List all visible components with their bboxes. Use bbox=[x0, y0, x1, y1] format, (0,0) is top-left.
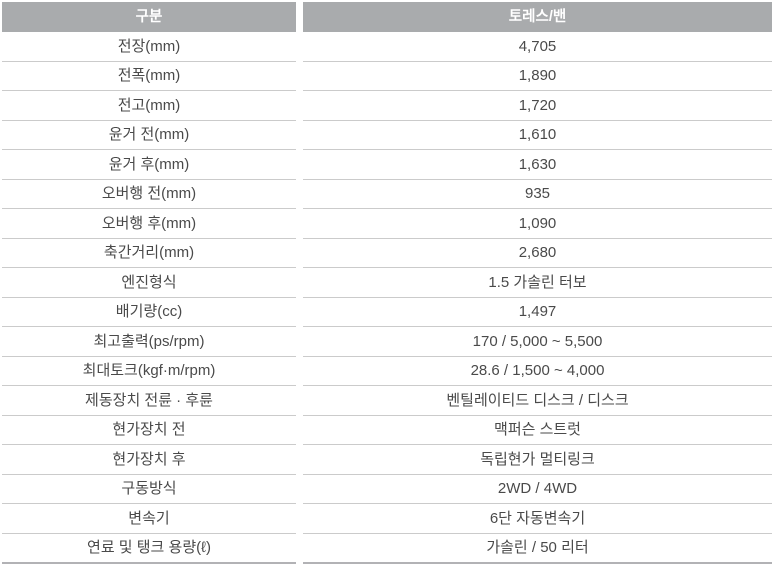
spec-label: 오버행 후(mm) bbox=[2, 209, 296, 239]
table-row: 엔진형식 1.5 가솔린 터보 bbox=[2, 268, 772, 298]
spec-value: 1,720 bbox=[303, 91, 772, 121]
spec-label: 전장(mm) bbox=[2, 32, 296, 62]
table-row: 구동방식 2WD / 4WD bbox=[2, 474, 772, 504]
spec-value: 6단 자동변속기 bbox=[303, 504, 772, 534]
spec-value: 170 / 5,000 ~ 5,500 bbox=[303, 327, 772, 357]
header-model: 토레스/밴 bbox=[303, 2, 772, 32]
table-row: 오버행 전(mm) 935 bbox=[2, 179, 772, 209]
spec-value: 4,705 bbox=[303, 32, 772, 62]
spec-label: 최고출력(ps/rpm) bbox=[2, 327, 296, 357]
spec-value: 935 bbox=[303, 179, 772, 209]
table-row: 제동장치 전륜 · 후륜 벤틸레이티드 디스크 / 디스크 bbox=[2, 386, 772, 416]
table-body: 전장(mm) 4,705 전폭(mm) 1,890 전고(mm) 1,720 윤거 전(mm… bbox=[2, 32, 772, 564]
spec-value: 독립현가 멀티링크 bbox=[303, 445, 772, 475]
spec-value: 벤틸레이티드 디스크 / 디스크 bbox=[303, 386, 772, 416]
spec-label: 축간거리(mm) bbox=[2, 238, 296, 268]
table-row: 배기량(cc) 1,497 bbox=[2, 297, 772, 327]
spec-label: 현가장치 전 bbox=[2, 415, 296, 445]
table-row: 전폭(mm) 1,890 bbox=[2, 61, 772, 91]
spec-label: 배기량(cc) bbox=[2, 297, 296, 327]
spec-value: 2WD / 4WD bbox=[303, 474, 772, 504]
spec-label: 윤거 전(mm) bbox=[2, 120, 296, 150]
table-row: 최고출력(ps/rpm) 170 / 5,000 ~ 5,500 bbox=[2, 327, 772, 357]
spec-label: 최대토크(kgf·m/rpm) bbox=[2, 356, 296, 386]
header-category: 구분 bbox=[2, 2, 296, 32]
spec-label: 현가장치 후 bbox=[2, 445, 296, 475]
spec-label: 전고(mm) bbox=[2, 91, 296, 121]
table-row: 변속기 6단 자동변속기 bbox=[2, 504, 772, 534]
spec-label: 오버행 전(mm) bbox=[2, 179, 296, 209]
table-row: 전고(mm) 1,720 bbox=[2, 91, 772, 121]
spec-value: 1,630 bbox=[303, 150, 772, 180]
table-row: 현가장치 후 독립현가 멀티링크 bbox=[2, 445, 772, 475]
table-header-row: 구분 토레스/밴 bbox=[2, 2, 772, 32]
table-row: 연료 및 탱크 용량(ℓ) 가솔린 / 50 리터 bbox=[2, 533, 772, 564]
spec-value: 맥퍼슨 스트럿 bbox=[303, 415, 772, 445]
table-row: 윤거 전(mm) 1,610 bbox=[2, 120, 772, 150]
table-row: 오버행 후(mm) 1,090 bbox=[2, 209, 772, 239]
spec-label: 연료 및 탱크 용량(ℓ) bbox=[2, 533, 296, 564]
spec-value: 1,497 bbox=[303, 297, 772, 327]
spec-label: 엔진형식 bbox=[2, 268, 296, 298]
spec-label: 변속기 bbox=[2, 504, 296, 534]
spec-label: 윤거 후(mm) bbox=[2, 150, 296, 180]
spec-value: 1.5 가솔린 터보 bbox=[303, 268, 772, 298]
table-row: 윤거 후(mm) 1,630 bbox=[2, 150, 772, 180]
spec-value: 2,680 bbox=[303, 238, 772, 268]
spec-value: 1,890 bbox=[303, 61, 772, 91]
spec-label: 전폭(mm) bbox=[2, 61, 296, 91]
spec-value: 1,090 bbox=[303, 209, 772, 239]
spec-value: 가솔린 / 50 리터 bbox=[303, 533, 772, 564]
spec-label: 구동방식 bbox=[2, 474, 296, 504]
table-row: 최대토크(kgf·m/rpm) 28.6 / 1,500 ~ 4,000 bbox=[2, 356, 772, 386]
table-row: 현가장치 전 맥퍼슨 스트럿 bbox=[2, 415, 772, 445]
spec-value: 28.6 / 1,500 ~ 4,000 bbox=[303, 356, 772, 386]
spec-label: 제동장치 전륜 · 후륜 bbox=[2, 386, 296, 416]
table-row: 전장(mm) 4,705 bbox=[2, 32, 772, 62]
table-row: 축간거리(mm) 2,680 bbox=[2, 238, 772, 268]
spec-value: 1,610 bbox=[303, 120, 772, 150]
